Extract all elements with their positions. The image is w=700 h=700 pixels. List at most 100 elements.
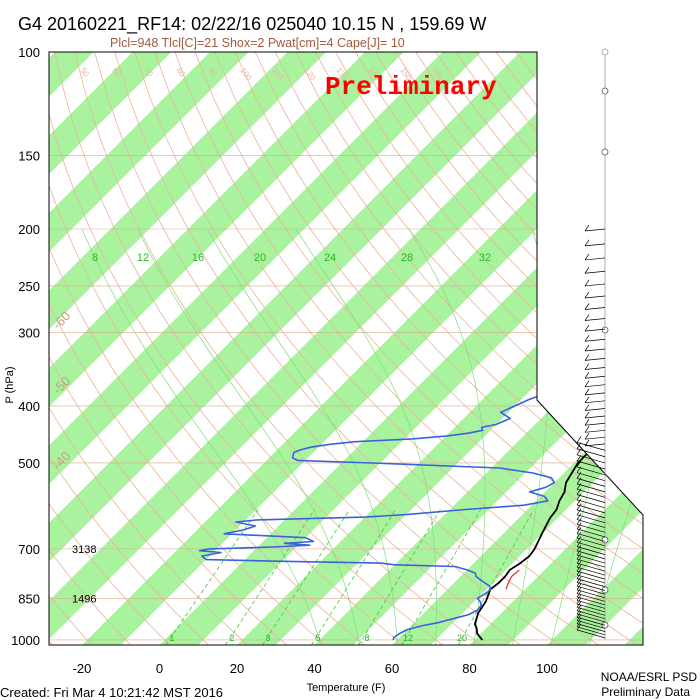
temperature-tick-label: 20 xyxy=(230,661,244,676)
wind-barb-flag xyxy=(576,448,582,456)
chart-title: G4 20160221_RF14: 02/22/16 025040 10.15 … xyxy=(18,14,486,35)
wind-barb xyxy=(576,562,606,572)
wind-barb xyxy=(576,488,606,498)
dry-adiabat-line xyxy=(677,52,700,645)
temperature-tick-label: -20 xyxy=(73,661,92,676)
temperature-band xyxy=(49,52,249,645)
wind-barb xyxy=(576,600,606,609)
mixing-ratio-label: 32 xyxy=(479,252,491,264)
temperature-tick-label: 80 xyxy=(462,661,476,676)
wind-barb xyxy=(584,295,606,299)
mixing-ratio-line xyxy=(225,509,316,645)
wind-barb-flag xyxy=(576,623,582,631)
wind-barb-column xyxy=(576,48,609,640)
wind-calm-marker xyxy=(601,148,609,156)
mixing-ratio-label: 3 xyxy=(265,633,270,643)
wind-barb xyxy=(576,616,606,626)
wind-barb-flag xyxy=(584,303,590,310)
wind-barb-flag xyxy=(576,527,582,534)
credit-note: Preliminary Data xyxy=(601,685,690,699)
wind-barb xyxy=(576,483,606,493)
dry-adiabat-line xyxy=(49,52,326,645)
wind-barb-flag xyxy=(576,607,582,615)
wind-barb xyxy=(584,367,606,370)
dry-adiabat-line xyxy=(616,52,643,645)
temperature-band xyxy=(49,52,404,645)
wind-barb xyxy=(576,541,606,551)
pressure-tick-label: 500 xyxy=(18,456,40,471)
wind-barb-flag xyxy=(576,617,582,624)
wind-barb-flag xyxy=(576,503,582,511)
wind-barb-flag xyxy=(576,587,582,594)
wind-barb-flag xyxy=(584,411,590,419)
mixing-ratio-lines xyxy=(165,509,535,645)
wind-barb-flag xyxy=(584,419,590,426)
height-labels: 3138 1496 xyxy=(72,544,96,606)
height-label: 1496 xyxy=(72,593,96,605)
wind-barb xyxy=(576,550,606,560)
wind-barb-flag xyxy=(576,518,582,525)
isotherm-label: 10 xyxy=(537,256,558,277)
dry-adiabat-line xyxy=(274,52,643,645)
wind-barb xyxy=(576,593,606,602)
dry-adiabat-line xyxy=(294,52,643,645)
isotherm-label: -20 xyxy=(592,428,616,452)
wind-barb-flag xyxy=(576,460,582,468)
dry-adiabat-line xyxy=(214,52,643,645)
dry-adiabat-line xyxy=(596,52,643,645)
wind-barb xyxy=(576,603,606,613)
wind-calm-marker xyxy=(601,536,609,544)
wind-barb xyxy=(584,400,606,404)
wind-barb-flag xyxy=(584,363,590,370)
isotherm-label: 0 xyxy=(537,341,553,357)
wind-barb xyxy=(576,629,606,639)
mixing-ratio-label: 16 xyxy=(192,252,204,264)
dry-adiabat-line xyxy=(49,52,131,645)
wind-barb xyxy=(584,328,606,332)
pressure-tick-label: 700 xyxy=(18,542,40,557)
dry-adiabat-line xyxy=(154,52,643,645)
wind-barb xyxy=(584,307,606,310)
pressure-tick-label: 250 xyxy=(18,279,40,294)
wind-barb-flag xyxy=(584,239,590,247)
chart-subtitle: Plcl=948 Tlcl[C]=21 Shox=2 Pwat[cm]=4 Ca… xyxy=(110,36,405,50)
wind-barb-flag xyxy=(576,552,582,560)
wind-barb xyxy=(576,578,606,588)
y-axis-label: P (hPa) xyxy=(4,366,16,403)
moist-adiabat-line xyxy=(206,228,398,645)
wind-barb-flag xyxy=(584,372,590,379)
wind-barb-flag xyxy=(576,536,582,543)
wind-barb xyxy=(576,585,606,595)
preliminary-watermark: Preliminary xyxy=(325,72,497,102)
wind-barb-flag xyxy=(576,522,582,530)
wind-barb xyxy=(576,514,606,524)
wind-barb xyxy=(584,283,606,287)
wind-barb xyxy=(576,613,606,623)
wind-barb xyxy=(576,582,606,591)
dry-adiabat-line xyxy=(636,52,643,645)
dry-adiabat-label: 120 xyxy=(302,66,317,83)
wind-barb xyxy=(576,610,606,619)
moist-adiabat-line xyxy=(589,228,643,645)
dry-adiabat-line xyxy=(134,52,638,645)
wind-barb-flag xyxy=(576,472,582,479)
wind-barb-flag xyxy=(584,426,590,433)
wind-barb xyxy=(584,257,606,261)
mixing-ratio-label: 24 xyxy=(324,252,336,264)
mixing-ratio-label: 1 xyxy=(169,633,174,643)
wind-barb-flag xyxy=(584,344,590,352)
dry-adiabat-line xyxy=(49,52,248,645)
dry-adiabat-line xyxy=(49,52,404,645)
moist-adiabat-line xyxy=(81,228,322,645)
mixing-ratio-line xyxy=(457,509,535,645)
wind-barb-flag xyxy=(584,354,590,361)
wind-barb xyxy=(576,499,606,509)
dry-adiabat-line xyxy=(49,52,92,645)
plot-frame xyxy=(48,51,644,646)
wind-barb-flag xyxy=(584,380,590,387)
mixing-ratio-label: 8 xyxy=(364,633,369,643)
wind-barb xyxy=(576,523,606,533)
wind-barb-flag xyxy=(584,404,590,411)
wind-barb-flag xyxy=(584,396,590,404)
